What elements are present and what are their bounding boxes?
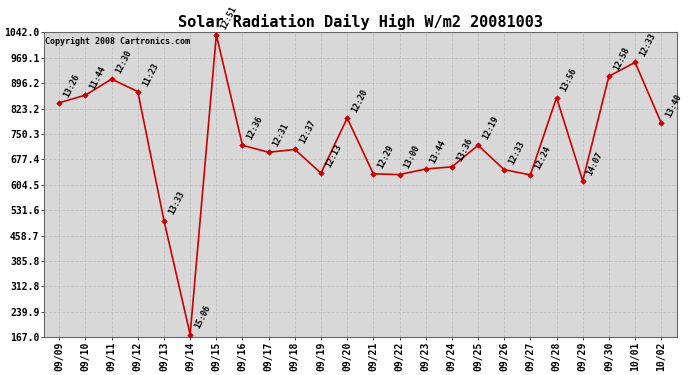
- Text: 12:36: 12:36: [245, 115, 265, 141]
- Text: 13:44: 13:44: [428, 138, 448, 165]
- Text: 13:33: 13:33: [167, 190, 186, 216]
- Text: 12:37: 12:37: [297, 119, 317, 145]
- Text: 14:07: 14:07: [586, 150, 605, 177]
- Text: 13:36: 13:36: [455, 136, 474, 163]
- Text: 11:44: 11:44: [88, 64, 108, 91]
- Text: 15:06: 15:06: [193, 304, 213, 330]
- Text: 13:00: 13:00: [402, 144, 422, 170]
- Text: 11:23: 11:23: [141, 61, 160, 87]
- Text: 13:26: 13:26: [62, 72, 81, 99]
- Text: 12:19: 12:19: [481, 115, 500, 141]
- Text: 12:30: 12:30: [115, 48, 134, 75]
- Text: 12:58: 12:58: [611, 46, 631, 72]
- Text: 13:40: 13:40: [664, 93, 683, 119]
- Title: Solar Radiation Daily High W/m2 20081003: Solar Radiation Daily High W/m2 20081003: [178, 14, 543, 30]
- Text: 12:13: 12:13: [324, 142, 343, 169]
- Text: 12:33: 12:33: [507, 139, 526, 165]
- Text: 12:31: 12:31: [271, 122, 290, 148]
- Text: 12:24: 12:24: [533, 144, 553, 171]
- Text: 12:33: 12:33: [638, 32, 657, 58]
- Text: 13:56: 13:56: [560, 67, 579, 93]
- Text: Copyright 2008 Cartronics.com: Copyright 2008 Cartronics.com: [46, 37, 190, 46]
- Text: 12:51: 12:51: [219, 4, 239, 31]
- Text: 12:20: 12:20: [350, 88, 369, 114]
- Text: 12:29: 12:29: [376, 143, 395, 170]
